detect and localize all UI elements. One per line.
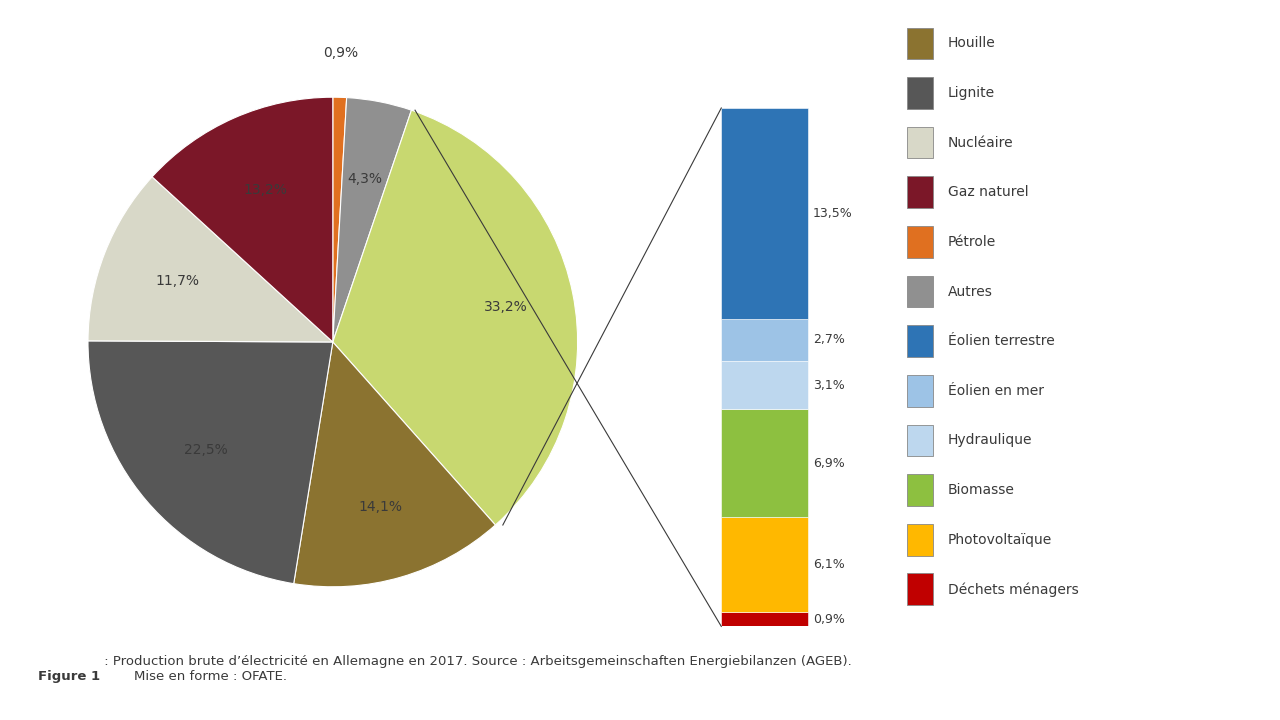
Text: Lignite: Lignite: [948, 86, 995, 100]
Text: 33,2%: 33,2%: [484, 300, 527, 314]
Bar: [908, 27, 933, 59]
Bar: [722, 361, 809, 410]
Wedge shape: [88, 177, 333, 342]
Bar: [908, 127, 933, 158]
Bar: [722, 108, 809, 319]
Bar: [722, 319, 809, 361]
Wedge shape: [152, 97, 333, 342]
Bar: [908, 77, 933, 109]
Text: Hydraulique: Hydraulique: [948, 433, 1033, 447]
Text: Gaz naturel: Gaz naturel: [948, 185, 1029, 199]
Text: Autres: Autres: [948, 284, 993, 299]
Text: Éolien terrestre: Éolien terrestre: [948, 334, 1055, 348]
Bar: [908, 425, 933, 456]
Bar: [722, 410, 809, 517]
Wedge shape: [88, 341, 333, 584]
Text: Déchets ménagers: Déchets ménagers: [948, 582, 1079, 597]
Text: Pétrole: Pétrole: [948, 235, 996, 249]
Text: 6,9%: 6,9%: [813, 456, 845, 469]
Text: Nucléaire: Nucléaire: [948, 135, 1014, 150]
Bar: [908, 524, 933, 556]
Bar: [908, 375, 933, 407]
Text: 2,7%: 2,7%: [813, 333, 845, 346]
Text: Biomasse: Biomasse: [948, 483, 1015, 497]
Text: 13,2%: 13,2%: [243, 183, 288, 197]
Bar: [908, 474, 933, 506]
Text: Photovoltaïque: Photovoltaïque: [948, 533, 1052, 546]
Text: 22,5%: 22,5%: [184, 443, 228, 456]
Text: 14,1%: 14,1%: [358, 500, 403, 513]
Bar: [908, 325, 933, 357]
Text: 6,1%: 6,1%: [813, 558, 845, 571]
Bar: [722, 612, 809, 626]
Text: 0,9%: 0,9%: [813, 613, 845, 626]
Bar: [722, 517, 809, 612]
Text: 13,5%: 13,5%: [813, 207, 852, 220]
Text: Figure 1: Figure 1: [38, 670, 101, 683]
Wedge shape: [333, 110, 577, 525]
Text: Éolien en mer: Éolien en mer: [948, 384, 1044, 397]
Text: 11,7%: 11,7%: [156, 274, 200, 289]
Wedge shape: [333, 98, 411, 342]
Bar: [908, 276, 933, 307]
Bar: [908, 226, 933, 258]
Bar: [908, 574, 933, 606]
Text: 0,9%: 0,9%: [324, 46, 358, 60]
Bar: [908, 176, 933, 208]
Wedge shape: [333, 97, 347, 342]
Text: Houille: Houille: [948, 37, 996, 50]
Text: 3,1%: 3,1%: [813, 379, 845, 392]
Text: 4,3%: 4,3%: [347, 171, 381, 186]
Wedge shape: [293, 342, 495, 587]
Text: : Production brute d’électricité en Allemagne en 2017. Source : Arbeitsgemeinsch: : Production brute d’électricité en Alle…: [100, 655, 851, 683]
